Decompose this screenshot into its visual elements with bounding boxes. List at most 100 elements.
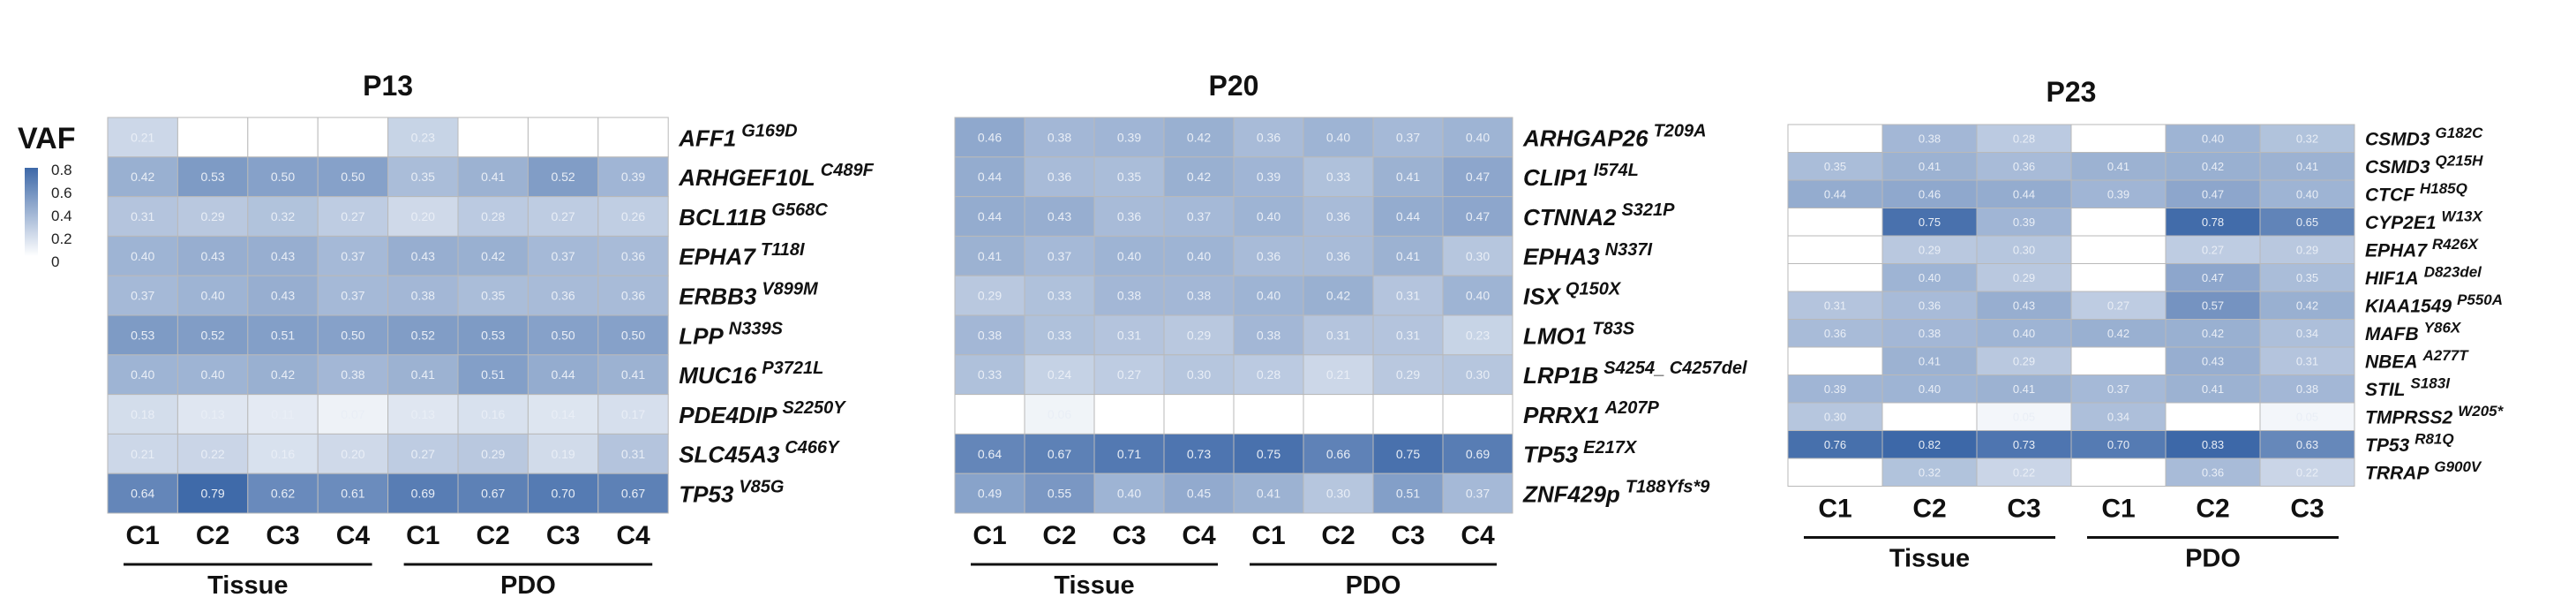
heatmap-cell	[1881, 430, 1978, 459]
cell-value-label: 0.47	[1466, 209, 1490, 223]
cell-value-label: 0.41	[2013, 382, 2035, 396]
cell-value-label: 0.27	[411, 447, 435, 461]
cell-value-label: 0.11	[271, 407, 294, 421]
row-label: ZNF429p T188Yfs*9	[1522, 478, 1710, 508]
cell-value-label: 0.44	[1824, 187, 1846, 200]
heatmap-cell	[1024, 473, 1095, 514]
column-label: C2	[1912, 495, 1946, 524]
cell-value-label: 0.42	[481, 249, 505, 263]
cell-value-label: 0.38	[341, 367, 364, 382]
heatmap-cell	[1372, 433, 1444, 474]
cell-value-label: 0.29	[2013, 271, 2035, 284]
heatmap-cell	[597, 117, 669, 158]
cell-value-label: 0.43	[2202, 354, 2224, 367]
heatmap-cell	[1881, 374, 1978, 404]
cell-value-label: 0.78	[2202, 216, 2224, 229]
heatmap-cell	[2259, 430, 2355, 459]
cell-value-label: 0.39	[2013, 216, 2035, 229]
cell-value-label: 0.50	[271, 170, 295, 184]
row-label: NBEA A277T	[2365, 347, 2469, 373]
cell-value-label: 0.27	[1117, 367, 1141, 382]
heatmap-cell	[2165, 152, 2261, 181]
cell-value-label: 0.36	[621, 249, 645, 263]
row-label: ISX Q150X	[1523, 280, 1622, 310]
heatmap-cell	[1093, 314, 1165, 356]
cell-value-label: 0.47	[1466, 170, 1490, 184]
cell-value-label: 0.62	[271, 487, 295, 501]
cell-value-label: 0.07	[341, 407, 364, 421]
cell-value-label: 0.55	[1048, 487, 1071, 501]
cell-value-label: 0.44	[1396, 209, 1420, 223]
heatmap-cell	[1787, 346, 1883, 375]
cell-value-label: 0.36	[621, 289, 645, 303]
row-label: CTCF H185Q	[2365, 180, 2467, 206]
cell-value-label: 0.27	[341, 209, 364, 223]
cell-value-label: 0.37	[1048, 249, 1071, 263]
cell-value-label: 0.44	[551, 367, 575, 382]
heatmap-cell	[1024, 275, 1095, 316]
cell-value-label: 0.36	[2013, 160, 2035, 173]
heatmap-cell	[1163, 156, 1235, 198]
heatmap-cell	[2070, 235, 2167, 264]
column-label: C1	[973, 521, 1006, 550]
heatmap-cell	[2070, 346, 2167, 375]
row-label: CLIP1 I574L	[1523, 161, 1639, 191]
row-label: ARHGAP26 T209A	[1522, 121, 1707, 151]
column-label: C1	[1251, 521, 1285, 550]
heatmap-cell	[1442, 394, 1513, 435]
heatmap-cell	[107, 235, 178, 276]
cell-value-label: 0.32	[2296, 132, 2318, 145]
cell-value-label: 0.42	[2202, 327, 2224, 340]
heatmap-cell	[176, 117, 249, 158]
row-label: MUC16 P3721L	[679, 359, 823, 389]
cell-value-label: 0.38	[1117, 289, 1141, 303]
heatmap-cell	[107, 354, 178, 396]
cell-value-label: 0.43	[200, 249, 224, 263]
cell-value-label: 0.76	[1824, 438, 1846, 451]
cell-value-label: 0.50	[621, 328, 645, 342]
legend-tick: 0	[51, 253, 59, 270]
cell-value-label: 0.31	[1396, 289, 1420, 303]
heatmap-cell	[1787, 152, 1883, 181]
heatmap-cell	[457, 156, 529, 198]
cell-value-label: 0.47	[2202, 187, 2224, 200]
column-label: C3	[2290, 495, 2324, 524]
cell-value-label: 0.73	[1187, 447, 1211, 461]
heatmap-cell	[2070, 430, 2167, 459]
cell-value-label: 0.39	[1257, 170, 1280, 184]
heatmap-panel-p23: P23 0.38 0.28 0.40 0.32 CSMD3 G182C 0.35 0.41 0.3…	[1787, 76, 2505, 573]
heatmap-cell	[1233, 156, 1304, 198]
heatmap-cell	[1093, 394, 1165, 435]
heatmap-cell	[107, 433, 178, 474]
heatmap-cell	[1233, 473, 1304, 514]
cell-value-label: 0.79	[200, 487, 224, 501]
heatmap-cell	[107, 394, 178, 435]
heatmap-cell	[387, 235, 459, 276]
heatmap-cell	[317, 196, 389, 237]
heatmap-cell	[1976, 179, 2072, 208]
cell-value-label: 0.27	[2202, 243, 2224, 256]
heatmap-cell	[1787, 179, 1883, 208]
column-label: C4	[616, 521, 650, 550]
heatmap-cell	[1787, 374, 1883, 404]
heatmap-cell	[1442, 235, 1513, 276]
cell-value-label: 0.51	[271, 328, 295, 342]
heatmap-cell	[1787, 263, 1883, 292]
heatmap-panel-p13: P13 0.21 0.23 AFF1 G169D 0.42 0.53 0.50 0.50 0.35…	[107, 70, 875, 600]
row-label: TP53 R81Q	[2365, 430, 2454, 456]
row-label: EPHA7 T118I	[679, 240, 805, 270]
heatmap-cell	[2165, 458, 2261, 487]
heatmap-cell	[1093, 433, 1165, 474]
heatmap-cell	[247, 473, 319, 514]
cell-value-label: 0.51	[1396, 487, 1420, 501]
row-label: ERBB3 V899M	[679, 280, 819, 310]
cell-value-label: 0.23	[411, 130, 435, 144]
group-label: Tissue	[207, 571, 288, 600]
cell-value-label: 0.39	[621, 170, 645, 184]
heatmap-cell	[1787, 235, 1883, 264]
heatmap-cell	[1787, 291, 1883, 320]
heatmap-cell	[1093, 354, 1165, 396]
heatmap-cell	[1303, 275, 1374, 316]
heatmap-cell	[1442, 433, 1513, 474]
